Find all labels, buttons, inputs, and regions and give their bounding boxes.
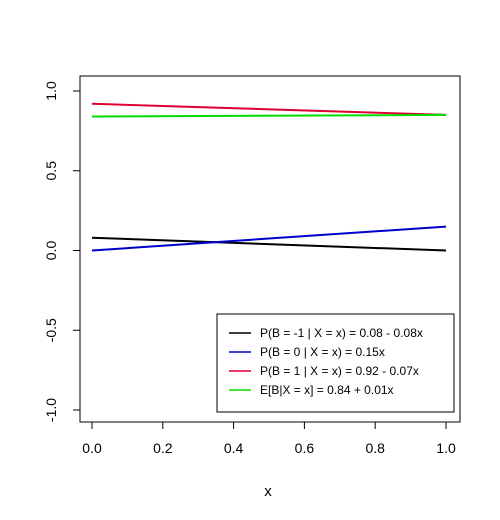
x-tick-label: 0.6 [295, 440, 315, 456]
series-line-3 [91, 102, 447, 116]
legend-label-4: E[B|X = x] = 0.84 + 0.01x [260, 383, 394, 397]
x-tick-label: 1.0 [436, 440, 456, 456]
y-tick-label: 1.0 [43, 81, 59, 101]
y-tick-label: 0.5 [43, 161, 59, 181]
y-axis: -1.0 -0.5 0.0 0.5 1.0 [43, 81, 81, 422]
x-tick-label: 0.2 [153, 440, 173, 456]
legend-box [216, 313, 455, 413]
y-tick-label: 0.0 [43, 241, 59, 261]
series-layer [91, 102, 447, 252]
legend-label-2: P(B = 0 | X = x) = 0.15x [260, 345, 385, 359]
legend-label-1: P(B = -1 | X = x) = 0.08 - 0.08x [260, 326, 423, 340]
x-tick-label: 0.4 [224, 440, 244, 456]
legend: P(B = -1 | X = x) = 0.08 - 0.08x P(B = 0 … [216, 313, 455, 413]
y-tick-label: -0.5 [43, 318, 59, 342]
series-line-4 [91, 113, 447, 118]
x-tick-label: 0.0 [82, 440, 102, 456]
y-tick-label: -1.0 [43, 398, 59, 422]
x-axis: 0.0 0.2 0.4 0.6 0.8 1.0 [82, 421, 456, 456]
series-line-2 [91, 225, 447, 252]
x-axis-title: x [264, 483, 272, 500]
series-line-1 [91, 236, 447, 252]
legend-label-3: P(B = 1 | X = x) = 0.92 - 0.07x [260, 364, 419, 378]
x-tick-label: 0.8 [365, 440, 385, 456]
